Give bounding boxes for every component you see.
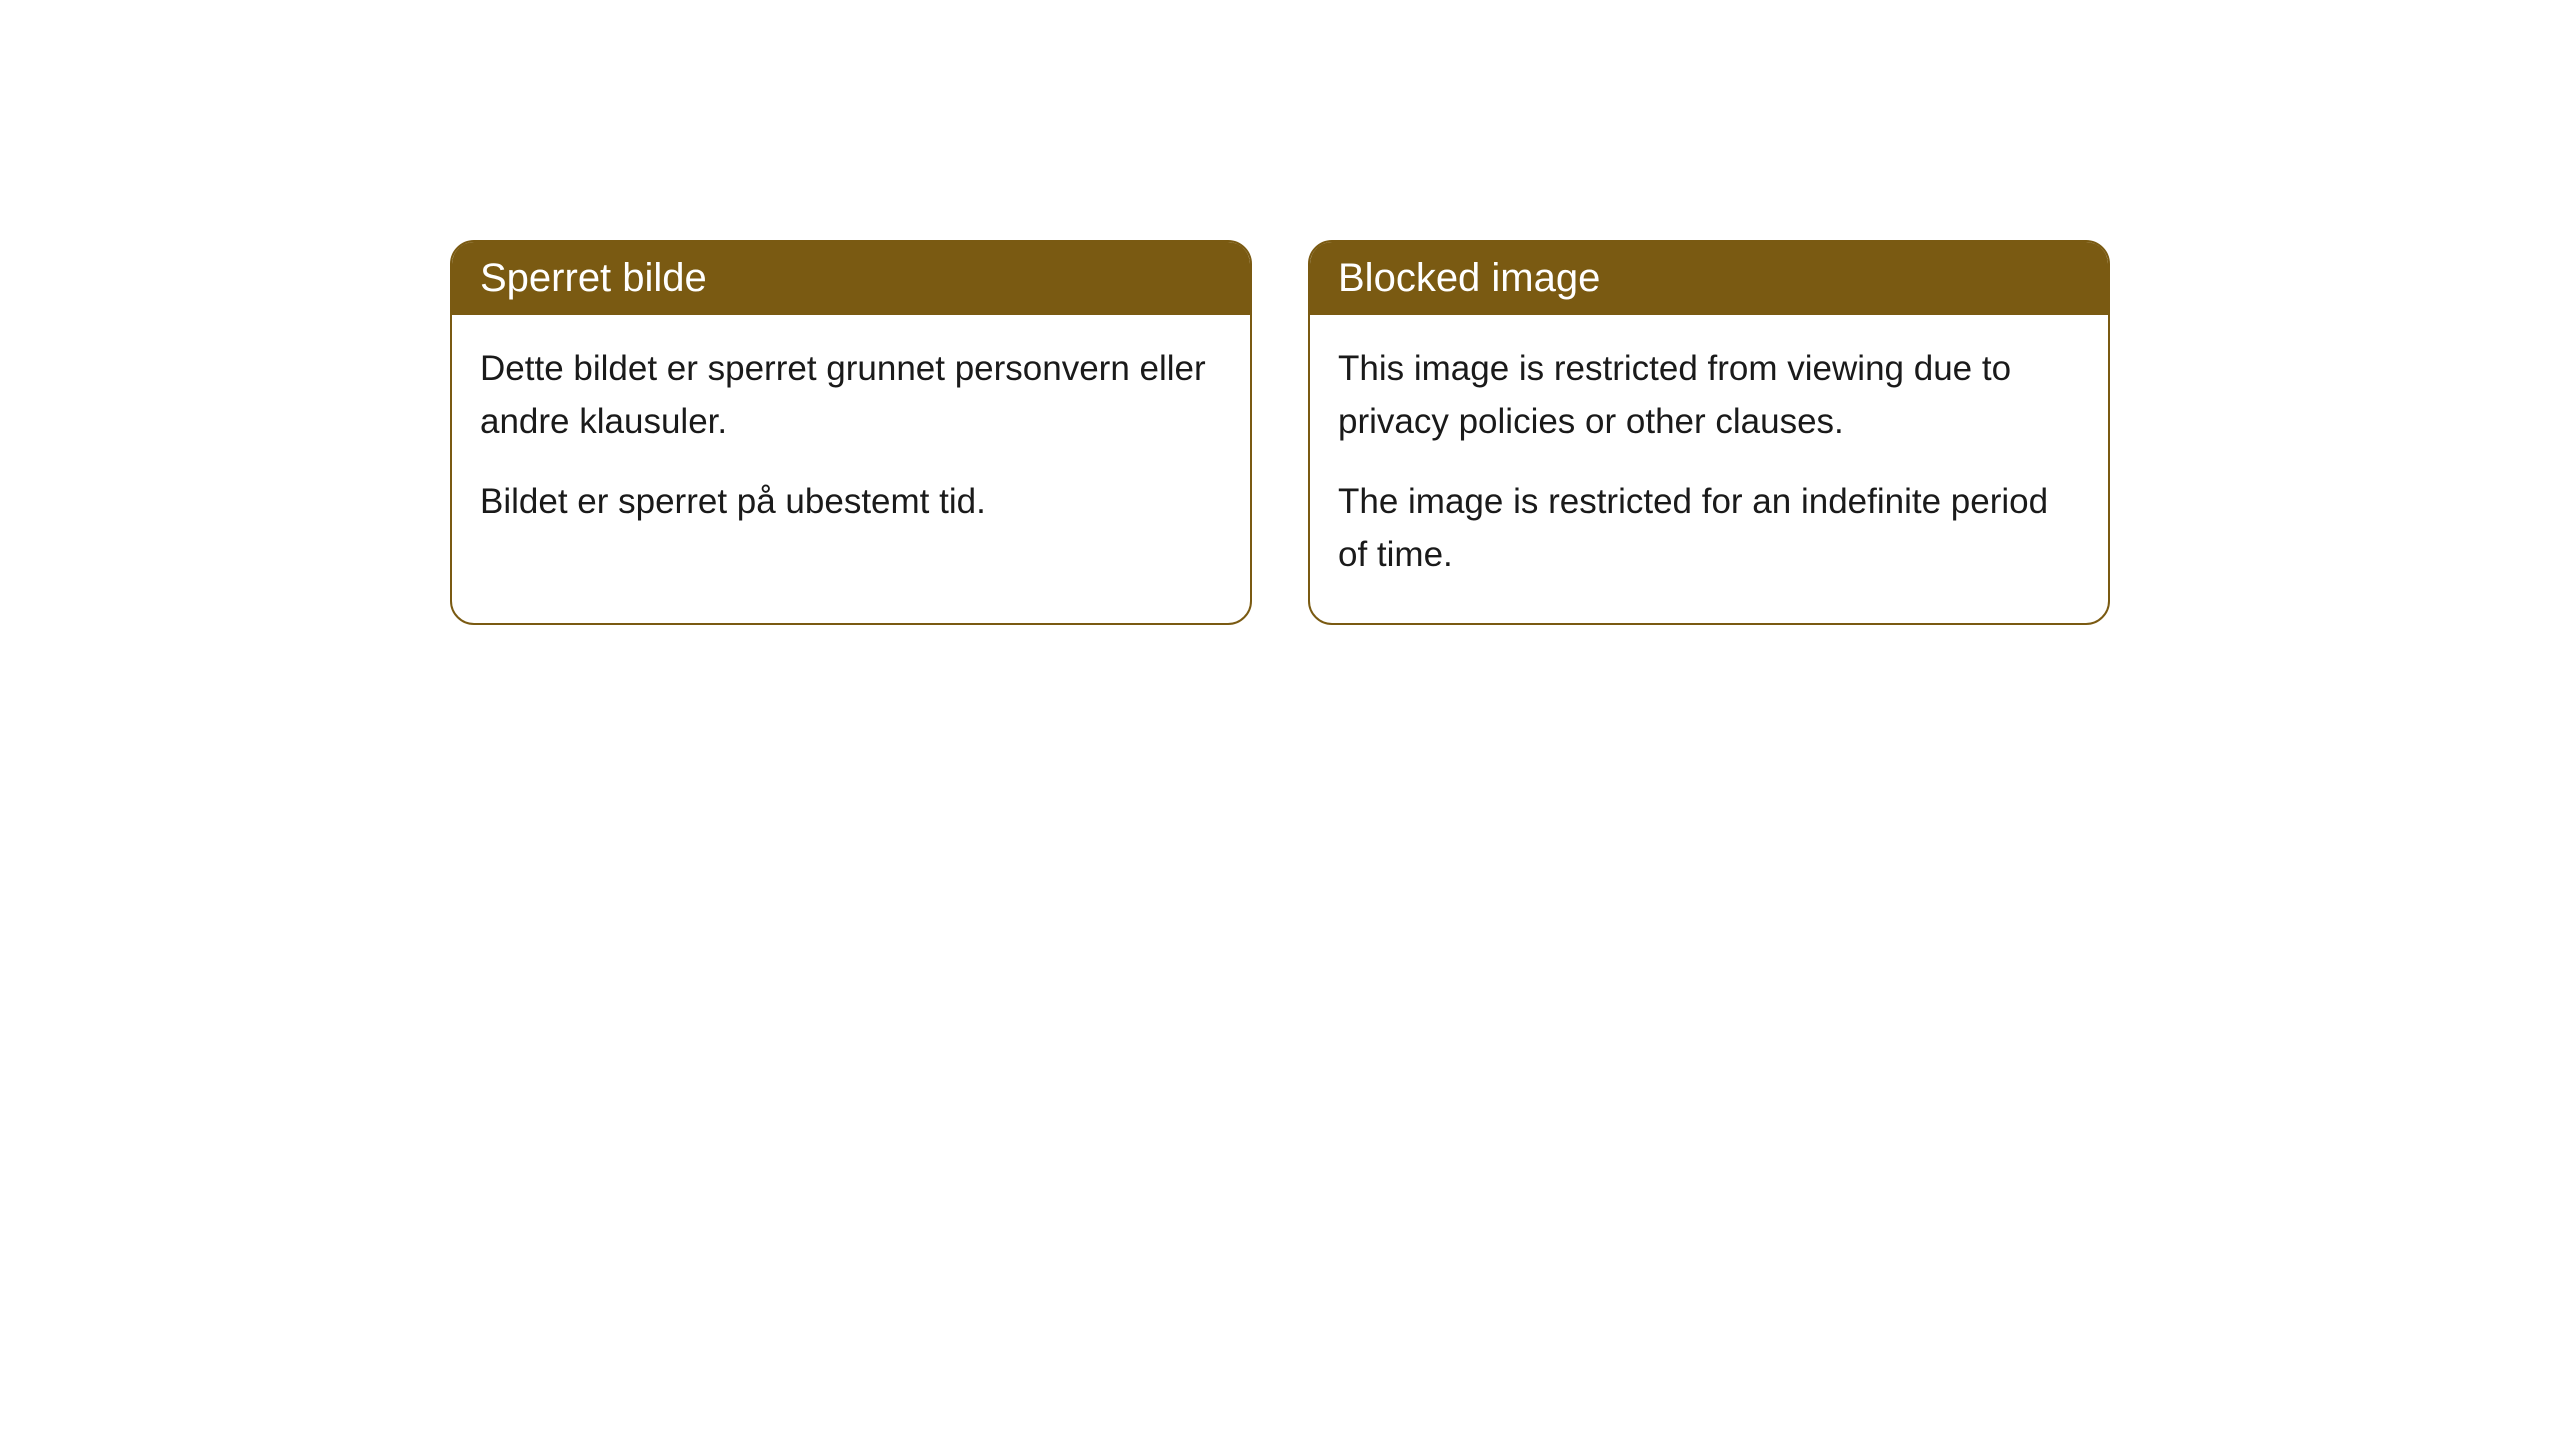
cards-container: Sperret bilde Dette bildet er sperret gr… xyxy=(450,240,2560,625)
blocked-image-card-en: Blocked image This image is restricted f… xyxy=(1308,240,2110,625)
card-paragraph-2-en: The image is restricted for an indefinit… xyxy=(1338,476,2080,581)
card-paragraph-1-no: Dette bildet er sperret grunnet personve… xyxy=(480,343,1222,448)
card-header-en: Blocked image xyxy=(1310,242,2108,315)
card-header-no: Sperret bilde xyxy=(452,242,1250,315)
card-title-en: Blocked image xyxy=(1338,256,1600,300)
card-paragraph-2-no: Bildet er sperret på ubestemt tid. xyxy=(480,476,1222,529)
blocked-image-card-no: Sperret bilde Dette bildet er sperret gr… xyxy=(450,240,1252,625)
card-title-no: Sperret bilde xyxy=(480,256,707,300)
card-body-en: This image is restricted from viewing du… xyxy=(1310,315,2108,623)
card-paragraph-1-en: This image is restricted from viewing du… xyxy=(1338,343,2080,448)
card-body-no: Dette bildet er sperret grunnet personve… xyxy=(452,315,1250,571)
